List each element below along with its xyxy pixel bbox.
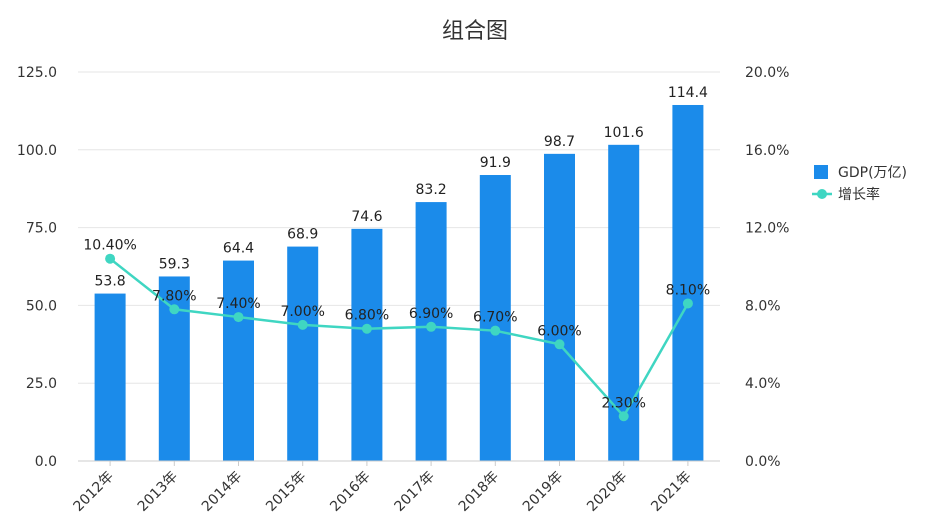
growth-rate-label: 6.80%: [345, 308, 389, 324]
growth-rate-point: [682, 298, 693, 309]
x-tick-label: 2019年: [520, 469, 566, 515]
growth-rate-label: 7.80%: [152, 288, 196, 304]
bar: [287, 246, 319, 461]
y-right-tick-label: 4.0%: [745, 376, 781, 392]
bar-data-label: 59.3: [159, 256, 190, 272]
growth-rate-label: 6.90%: [409, 306, 453, 322]
x-tick-label: 2018年: [456, 469, 502, 515]
growth-rate-point: [297, 319, 308, 330]
x-tick-label: 2017年: [392, 469, 438, 515]
label-layer: 53.8 59.3 64.4 68.9 74.6 83.2 91.9 98.7 101.6 114…: [83, 85, 710, 411]
y-left-tick-label: 50.0: [26, 298, 57, 314]
legend-label-gdp: GDP(万亿): [838, 165, 907, 181]
bar: [94, 293, 126, 461]
growth-rate-label: 7.00%: [280, 304, 324, 320]
bar-data-label: 114.4: [668, 85, 708, 101]
bar: [672, 104, 704, 462]
y-right-tick-label: 20.0%: [745, 65, 789, 81]
y-left-tick-label: 0.0: [35, 454, 57, 470]
growth-rate-point: [554, 339, 565, 350]
x-tick-label: 2013年: [135, 469, 181, 515]
bar: [608, 144, 640, 461]
bar: [223, 260, 254, 461]
y-right-tick-label: 16.0%: [745, 143, 789, 159]
y-left-tick-label: 75.0: [26, 221, 57, 237]
growth-rate-line: [109, 257, 689, 419]
bar-layer: [94, 104, 704, 462]
legend-line-marker: [817, 189, 827, 199]
bar: [351, 228, 383, 461]
growth-rate-label: 7.40%: [216, 296, 260, 312]
bar-data-label: 98.7: [544, 134, 575, 150]
bar-data-label: 64.4: [223, 241, 254, 257]
growth-rate-point: [618, 411, 629, 422]
x-tick-label: 2016年: [327, 469, 373, 515]
growth-rate-label: 2.30%: [601, 395, 645, 411]
legend-bar-swatch: [814, 165, 828, 179]
growth-rate-point: [361, 323, 372, 334]
line-layer: [105, 253, 693, 422]
growth-rate-point: [490, 325, 501, 336]
x-tick-label: 2020年: [584, 469, 630, 515]
bar-data-label: 74.6: [351, 209, 382, 225]
growth-rate-point: [426, 321, 437, 332]
bar-data-label: 83.2: [416, 182, 447, 198]
bar-data-label: 91.9: [480, 155, 511, 171]
x-tick-label: 2012年: [71, 469, 117, 515]
y-left-tick-label: 125.0: [17, 65, 57, 81]
growth-rate-point: [233, 312, 244, 323]
bar-data-label: 68.9: [287, 227, 318, 243]
bar: [479, 175, 511, 461]
bar: [544, 153, 575, 462]
x-tick-label: 2021年: [648, 469, 694, 515]
growth-rate-point: [105, 253, 116, 264]
chart-title: 组合图: [442, 19, 508, 44]
growth-rate-label: 6.00%: [537, 323, 581, 339]
legend-label-growth: 增长率: [838, 186, 880, 203]
y-left-tick-label: 100.0: [17, 143, 57, 159]
growth-rate-point: [169, 304, 180, 315]
growth-rate-label: 10.40%: [83, 238, 136, 254]
x-tick-label: 2014年: [199, 469, 245, 515]
y-left-tick-label: 25.0: [26, 376, 57, 392]
legend[interactable]: GDP(万亿) 增长率: [812, 165, 907, 203]
y-right-tick-label: 0.0%: [745, 454, 781, 470]
bar-data-label: 53.8: [95, 274, 126, 290]
y-right-tick-label: 12.0%: [745, 221, 789, 237]
y-right-tick-label: 8.0%: [745, 298, 781, 314]
growth-rate-label: 8.10%: [666, 282, 710, 298]
bar-data-label: 101.6: [604, 125, 644, 141]
growth-rate-label: 6.70%: [473, 310, 517, 326]
x-tick-label: 2015年: [263, 469, 309, 515]
